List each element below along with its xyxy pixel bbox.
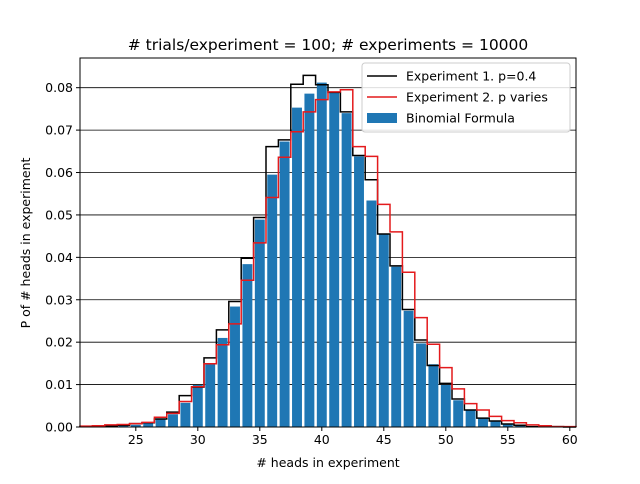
x-tick-label: 45 — [376, 432, 392, 447]
legend-label-exp1: Experiment 1. p=0.4 — [406, 69, 536, 84]
y-axis-label: P of # heads in experiment — [18, 157, 33, 328]
chart-title: # trials/experiment = 100; # experiments… — [128, 36, 529, 54]
binomial-bar — [193, 385, 203, 427]
binomial-bar — [416, 343, 426, 427]
binomial-bar — [466, 410, 476, 427]
y-tick-label: 0.02 — [45, 335, 73, 350]
x-tick-label: 30 — [190, 432, 206, 447]
binomial-bar — [428, 364, 438, 427]
y-tick-label: 0.07 — [45, 123, 73, 138]
x-tick-label: 40 — [314, 432, 330, 447]
binomial-bar — [490, 421, 500, 427]
x-tick-label: 35 — [252, 432, 268, 447]
y-tick-label: 0.00 — [45, 420, 73, 435]
binomial-bar — [280, 142, 290, 427]
x-tick-label: 50 — [438, 432, 454, 447]
x-tick-label: 60 — [562, 432, 578, 447]
binomial-bar — [292, 108, 302, 427]
legend-label-binomial: Binomial Formula — [406, 111, 515, 126]
binomial-bar — [379, 234, 389, 427]
x-tick-label: 25 — [128, 432, 144, 447]
y-tick-label: 0.04 — [45, 250, 73, 265]
binomial-bar — [342, 113, 352, 427]
binomial-bar — [441, 385, 451, 427]
binomial-bar — [317, 83, 327, 427]
binomial-bar — [304, 94, 314, 427]
binomial-bar — [205, 364, 215, 427]
binomial-bar — [391, 267, 401, 427]
legend: Experiment 1. p=0.4 Experiment 2. p vari… — [362, 63, 570, 132]
y-tick-label: 0.05 — [45, 207, 73, 222]
y-tick-label: 0.03 — [45, 292, 73, 307]
x-tick-label: 55 — [500, 432, 516, 447]
binomial-bar — [242, 264, 252, 427]
binomial-bar — [404, 311, 414, 427]
binomial-bar — [354, 156, 364, 427]
x-axis-label: # heads in experiment — [256, 455, 399, 470]
binomial-bar — [180, 403, 190, 427]
y-tick-label: 0.08 — [45, 80, 73, 95]
binomial-bar — [218, 338, 228, 427]
legend-label-exp2: Experiment 2. p varies — [406, 90, 548, 105]
binomial-bar — [366, 201, 376, 427]
binomial-bar — [329, 93, 339, 427]
binomial-bar — [255, 220, 265, 427]
legend-swatch-binomial — [367, 113, 397, 123]
binomial-bar — [478, 418, 488, 427]
y-tick-label: 0.06 — [45, 165, 73, 180]
binomial-bar — [453, 400, 463, 427]
y-tick-label: 0.01 — [45, 377, 73, 392]
binomial-bar — [156, 419, 166, 427]
binomial-bar — [267, 175, 277, 427]
binomial-bar — [168, 414, 178, 427]
